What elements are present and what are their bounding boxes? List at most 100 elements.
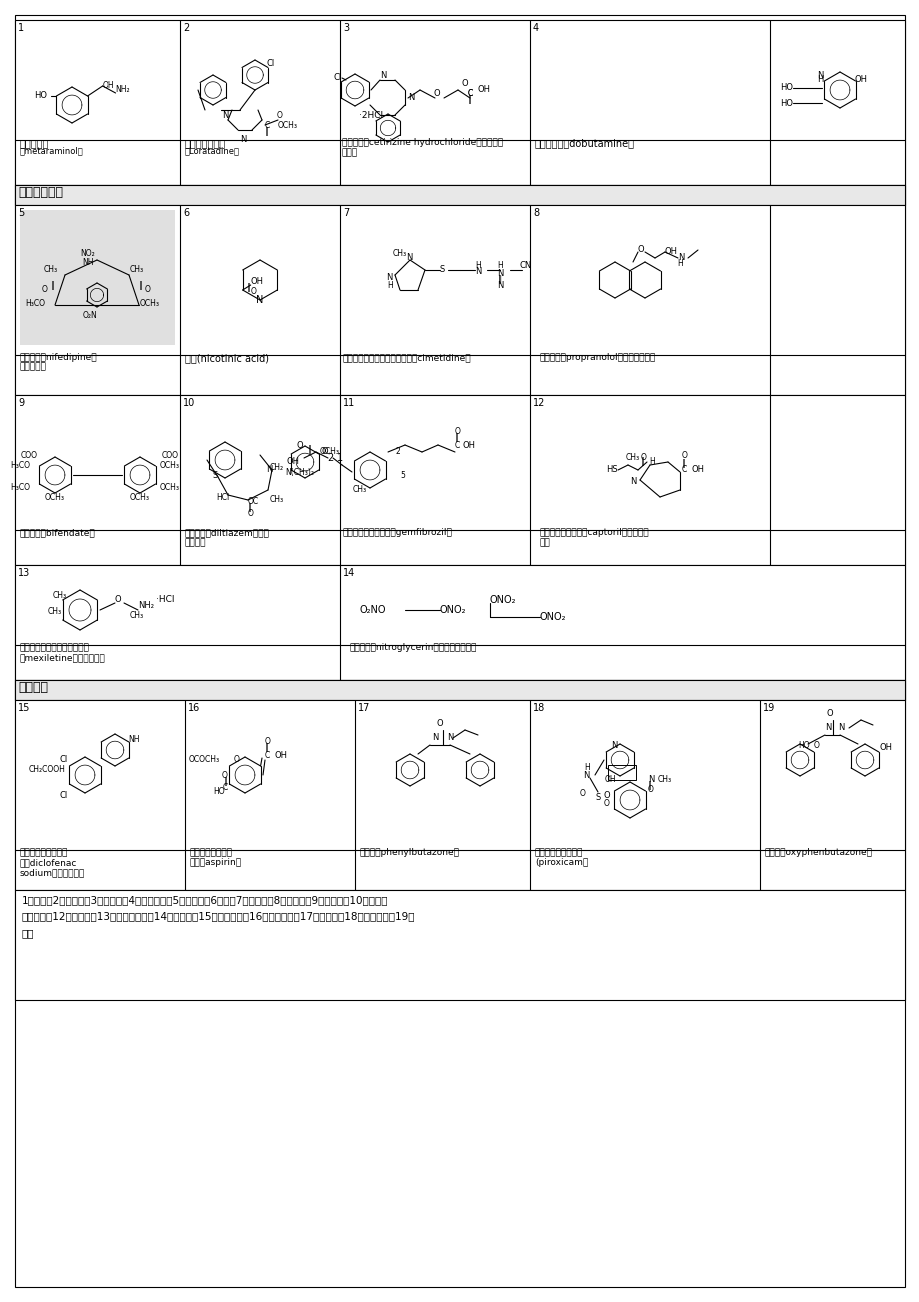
Text: H: H <box>474 262 481 271</box>
Text: 多巴酚丁胺（dobutamine）: 多巴酚丁胺（dobutamine） <box>535 138 634 148</box>
Text: HO: HO <box>779 99 792 108</box>
Text: 西替利嗪（cetirizine hydrochloride）哌嗪类抗: 西替利嗪（cetirizine hydrochloride）哌嗪类抗 <box>342 138 503 147</box>
Text: ‖: ‖ <box>224 777 228 786</box>
Text: OH: OH <box>478 86 491 95</box>
Text: HS: HS <box>606 466 618 474</box>
Text: 吡罗昔康、炎痛昔康: 吡罗昔康、炎痛昔康 <box>535 848 583 857</box>
Text: 8: 8 <box>532 208 539 217</box>
Text: O: O <box>434 90 440 99</box>
Text: O: O <box>42 285 48 294</box>
Text: CH₃: CH₃ <box>625 453 640 461</box>
Text: ‖: ‖ <box>265 128 268 137</box>
Bar <box>15 20 904 185</box>
Text: OC: OC <box>248 497 259 506</box>
Bar <box>15 891 904 1000</box>
Text: O: O <box>813 742 819 750</box>
Text: 1: 1 <box>336 453 343 464</box>
Text: N: N <box>583 771 589 780</box>
Text: Cl: Cl <box>267 59 275 68</box>
Text: OH: OH <box>275 750 288 759</box>
Text: （Loratadine）: （Loratadine） <box>185 146 240 155</box>
Bar <box>607 766 635 780</box>
Text: H: H <box>676 259 682 267</box>
Text: ‖: ‖ <box>51 280 55 289</box>
Text: O: O <box>637 246 644 254</box>
Text: N: N <box>474 267 481 276</box>
Text: H₃CO: H₃CO <box>10 483 30 491</box>
Text: O₂NO: O₂NO <box>359 605 386 615</box>
Text: 间　羟　按: 间 羟 按 <box>20 138 50 148</box>
Text: C: C <box>468 89 472 98</box>
Text: O: O <box>221 772 228 780</box>
Text: 杨酸（aspirin）: 杨酸（aspirin） <box>190 858 242 867</box>
Text: OCH₃: OCH₃ <box>160 461 180 470</box>
Text: 组胺药: 组胺药 <box>342 148 357 158</box>
Text: 3: 3 <box>343 23 348 33</box>
Text: 2: 2 <box>183 23 189 33</box>
Text: 14: 14 <box>343 568 355 578</box>
Text: 双　氯　芬　酸　钠: 双 氯 芬 酸 钠 <box>20 848 68 857</box>
Text: N: N <box>380 70 386 79</box>
Text: N: N <box>407 94 414 103</box>
Text: ‖: ‖ <box>139 280 142 289</box>
Text: ‖: ‖ <box>248 504 252 513</box>
Text: O: O <box>248 509 254 517</box>
Text: 15: 15 <box>18 703 30 713</box>
Text: N: N <box>256 296 264 305</box>
Text: NO₂: NO₂ <box>81 249 96 258</box>
Text: 卡托普利、开博通（captoril）脯氨酸衍: 卡托普利、开博通（captoril）脯氨酸衍 <box>539 529 649 536</box>
Text: 氯　雷　他　定: 氯 雷 他 定 <box>185 138 226 148</box>
Text: HO: HO <box>779 83 792 92</box>
Text: OCOCH₃: OCOCH₃ <box>188 755 220 764</box>
Text: 5: 5 <box>18 208 24 217</box>
Text: N: N <box>611 741 618 750</box>
Text: N: N <box>447 733 453 742</box>
Text: N: N <box>240 135 246 145</box>
Text: 硫氮卓类: 硫氮卓类 <box>185 538 206 547</box>
Text: NH: NH <box>128 736 140 745</box>
Text: OH: OH <box>462 440 475 449</box>
Text: 16: 16 <box>187 703 200 713</box>
Text: H: H <box>496 260 502 270</box>
Text: N: N <box>431 733 437 742</box>
Text: C: C <box>681 466 686 474</box>
Text: OCH₃: OCH₃ <box>278 121 298 129</box>
Text: O₂N: O₂N <box>83 310 97 319</box>
Text: N: N <box>647 776 653 785</box>
Text: N: N <box>816 70 823 79</box>
Text: O: O <box>277 111 282 120</box>
Text: O: O <box>250 288 256 297</box>
Text: ‖: ‖ <box>246 284 250 293</box>
Text: O: O <box>145 285 151 294</box>
Text: COO: COO <box>21 450 38 460</box>
Text: COO: COO <box>162 450 179 460</box>
Text: 13: 13 <box>18 568 30 578</box>
Text: 5: 5 <box>400 470 404 479</box>
Text: HCl: HCl <box>217 493 230 503</box>
Text: 盐酸美西律、慢心律、钾脉定: 盐酸美西律、慢心律、钾脉定 <box>20 643 90 652</box>
Text: ONO₂: ONO₂ <box>539 612 566 622</box>
Text: C: C <box>468 89 472 98</box>
Text: 烟酸(nicotinic acid): 烟酸(nicotinic acid) <box>185 353 268 363</box>
Text: 10: 10 <box>183 398 195 408</box>
Text: H: H <box>584 763 589 772</box>
Text: 普萘洛尔（propranolol）芳氧丙醇胺类: 普萘洛尔（propranolol）芳氧丙醇胺类 <box>539 353 655 362</box>
Text: O: O <box>681 452 687 461</box>
Text: CH₃: CH₃ <box>130 612 144 621</box>
Bar <box>15 700 904 891</box>
Text: O: O <box>455 427 460 436</box>
Text: 联苯双酯（bifendate）: 联苯双酯（bifendate） <box>20 529 96 536</box>
Text: HO: HO <box>798 742 809 750</box>
Text: （mexiletine）苯氧乙胺类: （mexiletine）苯氧乙胺类 <box>20 654 106 661</box>
Bar <box>15 680 904 700</box>
Text: NH₂: NH₂ <box>116 86 130 95</box>
Text: 2: 2 <box>395 448 401 457</box>
Text: CH₃: CH₃ <box>269 496 284 504</box>
Text: ‖: ‖ <box>265 743 268 753</box>
Text: 第四、五单元: 第四、五单元 <box>18 186 62 199</box>
Text: 4: 4 <box>532 23 539 33</box>
Text: N(CH₃)₂: N(CH₃)₂ <box>285 467 313 477</box>
Text: CH₃: CH₃ <box>130 266 144 275</box>
Text: O: O <box>296 440 302 449</box>
Text: S: S <box>595 793 600 802</box>
